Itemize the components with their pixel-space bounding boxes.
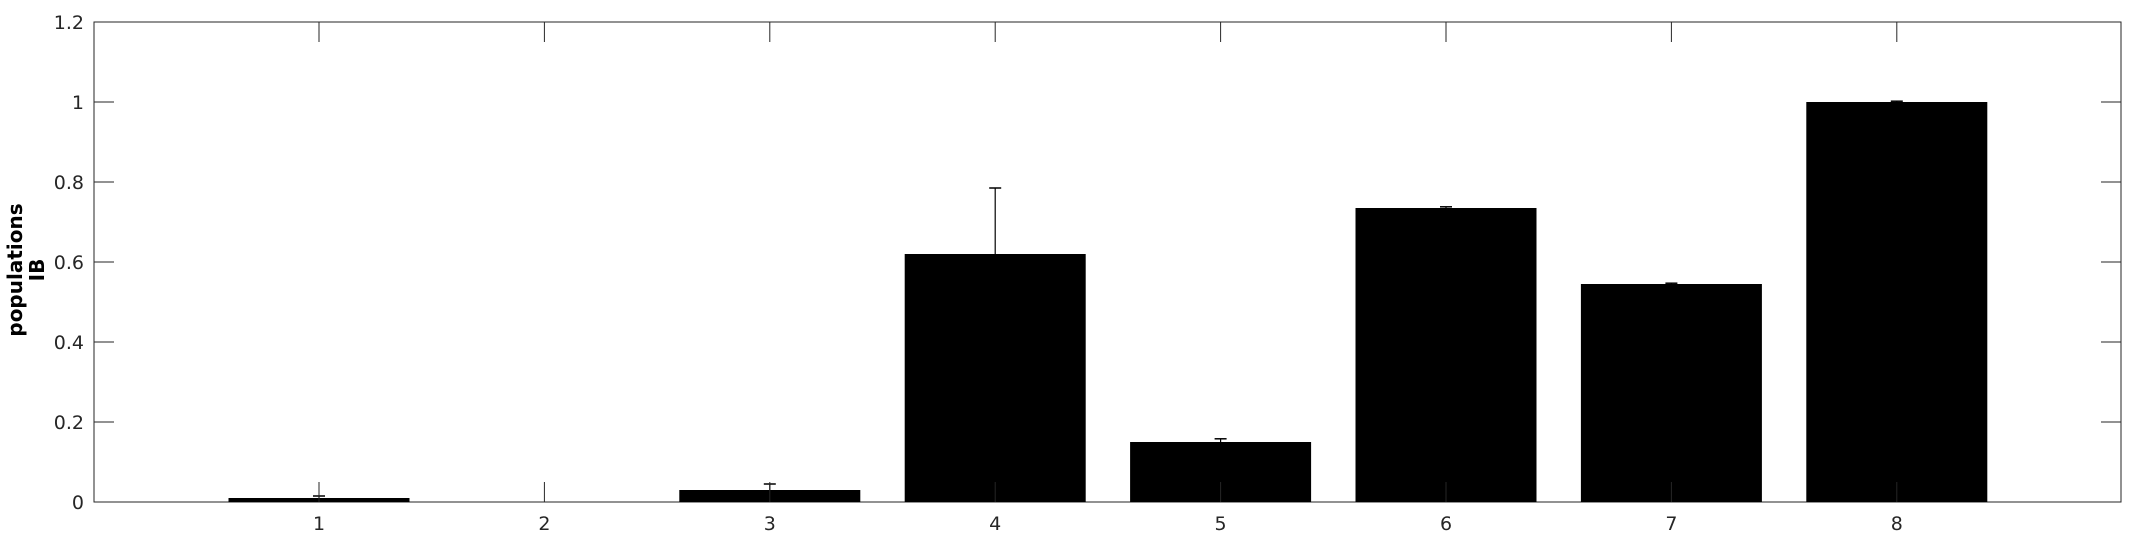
y-tick-label-4: 0.8 (54, 172, 84, 194)
bar-7 (1580, 284, 1762, 502)
y-tick-label-6: 1.2 (54, 12, 84, 34)
y-axis-label: populations IB (3, 203, 49, 336)
x-tick-label-6: 6 (1440, 513, 1452, 533)
x-tick-label-4: 4 (989, 513, 1001, 533)
bar-8 (1806, 102, 1988, 502)
x-tick-label-1: 1 (313, 513, 325, 533)
x-tick-label-8: 8 (1891, 513, 1903, 533)
y-tick-label-0: 0 (72, 492, 84, 514)
x-tick-label-5: 5 (1215, 513, 1227, 533)
y-tick-label-2: 0.4 (54, 332, 84, 354)
plot-area: 1 2 3 4 5 6 7 8 0 0.2 0.4 0.6 0.8 1 1.2 (54, 12, 2122, 533)
x-tick-label-2: 2 (538, 513, 550, 533)
y-axis-label-line-1: populations (3, 203, 27, 336)
x-tick-label-3: 3 (764, 513, 776, 533)
y-tick-label-3: 0.6 (54, 252, 84, 274)
bar-6 (1355, 208, 1537, 502)
bar-4 (904, 254, 1086, 502)
y-tick-label-5: 1 (72, 92, 84, 114)
y-axis-label-line-2: IB (25, 259, 49, 282)
x-tick-label-7: 7 (1665, 513, 1677, 533)
y-tick-label-1: 0.2 (54, 412, 84, 434)
